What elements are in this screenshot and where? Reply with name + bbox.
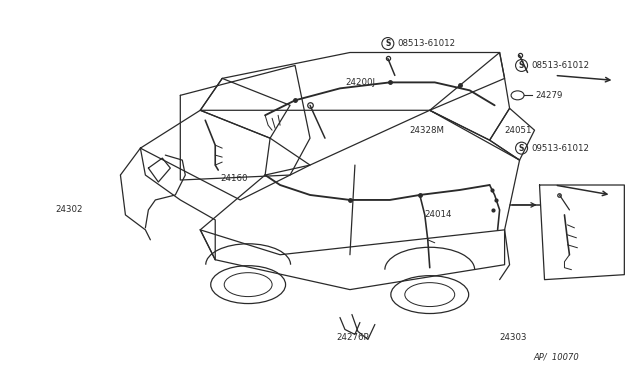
Text: 24303: 24303	[500, 333, 527, 342]
Text: AP/  10070: AP/ 10070	[534, 352, 579, 361]
Text: 24279: 24279	[536, 91, 563, 100]
Text: S: S	[519, 144, 524, 153]
Text: S: S	[385, 39, 390, 48]
Text: S: S	[519, 61, 524, 70]
Text: 24328M: 24328M	[410, 126, 445, 135]
Text: 08513-61012: 08513-61012	[532, 61, 589, 70]
Text: 08513-61012: 08513-61012	[398, 39, 456, 48]
Text: 24302: 24302	[56, 205, 83, 214]
Text: 24160: 24160	[220, 173, 248, 183]
Text: 24200J: 24200J	[345, 78, 375, 87]
Text: 24051: 24051	[504, 126, 532, 135]
Text: 24014: 24014	[425, 211, 452, 219]
Text: 24276P: 24276P	[336, 333, 369, 342]
Text: 09513-61012: 09513-61012	[532, 144, 589, 153]
